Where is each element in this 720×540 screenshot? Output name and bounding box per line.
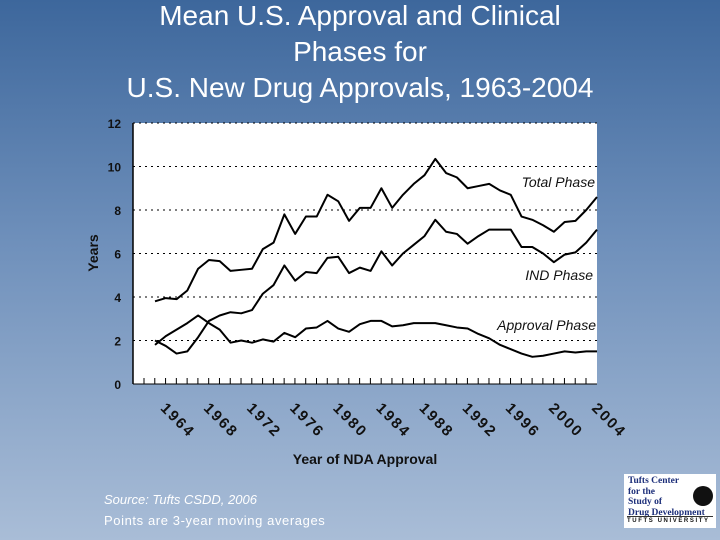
series-label-total: Total Phase bbox=[522, 174, 596, 190]
x-tick-label: 1968 bbox=[200, 400, 241, 441]
series-label-approval: Approval Phase bbox=[496, 317, 596, 333]
title-line: Mean U.S. Approval and Clinical bbox=[159, 0, 561, 31]
x-tick-label: 1992 bbox=[459, 400, 500, 441]
plot-area bbox=[133, 123, 597, 384]
series-label-ind: IND Phase bbox=[525, 267, 593, 283]
x-tick-label: 1972 bbox=[243, 400, 284, 441]
x-tick-label: 1996 bbox=[502, 400, 543, 441]
title-line: U.S. New Drug Approvals, 1963-2004 bbox=[126, 72, 594, 103]
y-tick-label: 12 bbox=[108, 117, 122, 131]
y-tick-label: 8 bbox=[114, 204, 121, 218]
source-note: Source: Tufts CSDD, 2006 Points are 3-ye… bbox=[104, 489, 325, 531]
y-tick-label: 6 bbox=[114, 248, 121, 262]
x-tick-label: 1988 bbox=[416, 400, 457, 441]
series-line-ind-phase bbox=[154, 218, 598, 355]
slide-title: Mean U.S. Approval and Clinical Phases f… bbox=[0, 0, 720, 106]
x-axis-label: Year of NDA Approval bbox=[293, 451, 437, 467]
x-tick-label: 1980 bbox=[329, 400, 370, 441]
y-tick-label: 4 bbox=[114, 291, 121, 305]
y-tick-label: 10 bbox=[108, 161, 122, 175]
x-tick-label: 1976 bbox=[286, 400, 327, 441]
series-line-approval-phase bbox=[154, 314, 597, 358]
x-tick-label: 2000 bbox=[545, 400, 586, 441]
series-line-total-phase bbox=[154, 157, 598, 303]
y-tick-label: 0 bbox=[114, 378, 121, 392]
footnote-text: Points are 3-year moving averages bbox=[104, 513, 326, 528]
x-tick-label: 1984 bbox=[373, 400, 414, 441]
tufts-seal-icon bbox=[693, 486, 713, 506]
tufts-csdd-logo: Tufts Center for the Study of Drug Developm… bbox=[624, 474, 716, 528]
title-line: Phases for bbox=[293, 36, 427, 67]
y-tick-label: 2 bbox=[114, 335, 121, 349]
source-text: Source: Tufts CSDD, 2006 bbox=[104, 492, 257, 507]
x-tick-label: 1964 bbox=[157, 400, 198, 441]
x-tick-label: 2004 bbox=[588, 400, 629, 441]
y-axis-label: Years bbox=[85, 234, 101, 272]
